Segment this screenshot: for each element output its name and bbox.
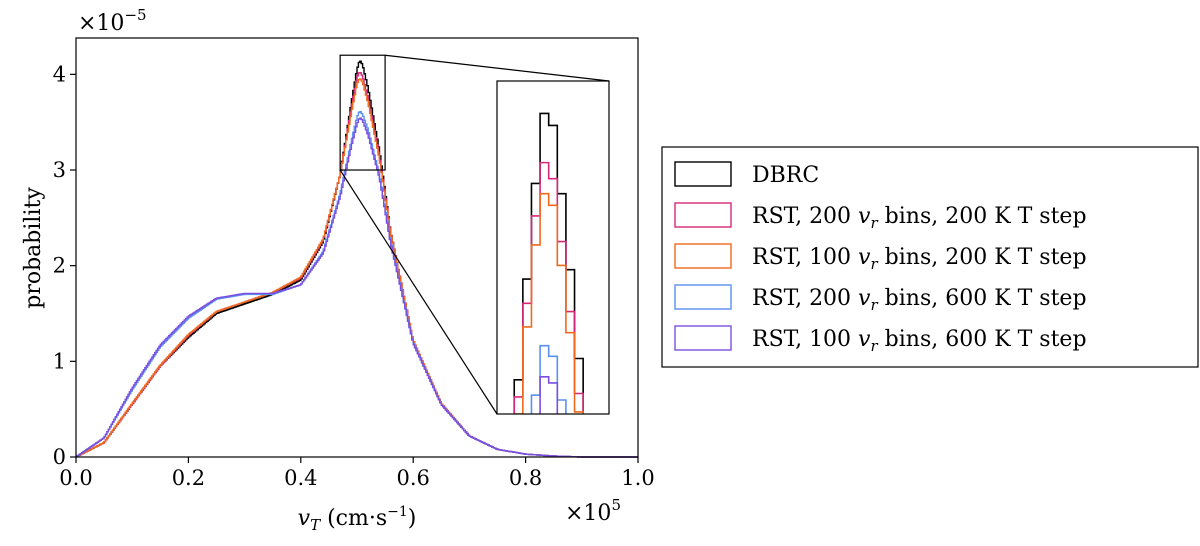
legend-swatch — [674, 325, 732, 351]
x-tick-label: 1.0 — [621, 466, 654, 490]
legend: DBRC RST, 200 vr bins, 200 K T step RST, 1… — [661, 146, 1199, 368]
y-tick-label: 2 — [53, 254, 66, 278]
zoom-connector-line — [385, 54, 610, 82]
zoom-inset — [339, 54, 610, 415]
legend-label: RST, 100 vr bins, 600 K T step — [752, 327, 1087, 355]
y-tick-label: 0 — [53, 445, 66, 469]
series-line-5 — [76, 117, 638, 458]
legend-frame — [661, 146, 1199, 368]
inset-frame — [496, 80, 610, 415]
inset-background — [497, 81, 609, 414]
x-tick-label: 0.6 — [396, 466, 429, 490]
inset-series-line-4 — [530, 344, 567, 414]
legend-swatch — [674, 284, 732, 310]
x-axis-label: vT (cm·s−1) — [298, 504, 417, 534]
zoom-source-box — [339, 54, 386, 171]
inset-series-line-1 — [513, 112, 584, 414]
legend-label: RST, 100 vr bins, 200 K T step — [752, 245, 1087, 273]
inset-series-line-5 — [539, 375, 559, 414]
y-scale-multiplier: ×10−5 — [78, 6, 147, 36]
inset-series-line-2 — [513, 161, 584, 414]
legend-swatch — [674, 243, 732, 269]
legend-swatch — [674, 202, 732, 228]
axes-frame — [75, 37, 639, 458]
y-tick-label: 3 — [53, 158, 66, 182]
x-tick-label: 0.2 — [172, 466, 205, 490]
plot-area — [76, 60, 638, 458]
x-tick-label: 0.4 — [284, 466, 317, 490]
legend-label: DBRC — [752, 163, 819, 188]
inset-series — [513, 112, 584, 414]
y-axis-label: probability — [21, 187, 46, 309]
legend-swatch — [674, 161, 732, 187]
x-scale-multiplier: ×105 — [565, 496, 621, 526]
legend-label: RST, 200 vr bins, 200 K T step — [752, 204, 1087, 232]
inset-series-line-3 — [513, 192, 584, 414]
y-tick-label: 1 — [53, 349, 66, 373]
x-tick-label: 0.0 — [59, 466, 92, 490]
y-tick-label: 4 — [53, 62, 66, 86]
x-tick-label: 0.8 — [509, 466, 542, 490]
zoom-connector-line — [339, 169, 498, 415]
axes: 0.0 0.2 0.4 0.6 0.8 1.0 0 1 2 3 4 — [53, 37, 655, 490]
legend-label: RST, 200 vr bins, 600 K T step — [752, 286, 1087, 314]
